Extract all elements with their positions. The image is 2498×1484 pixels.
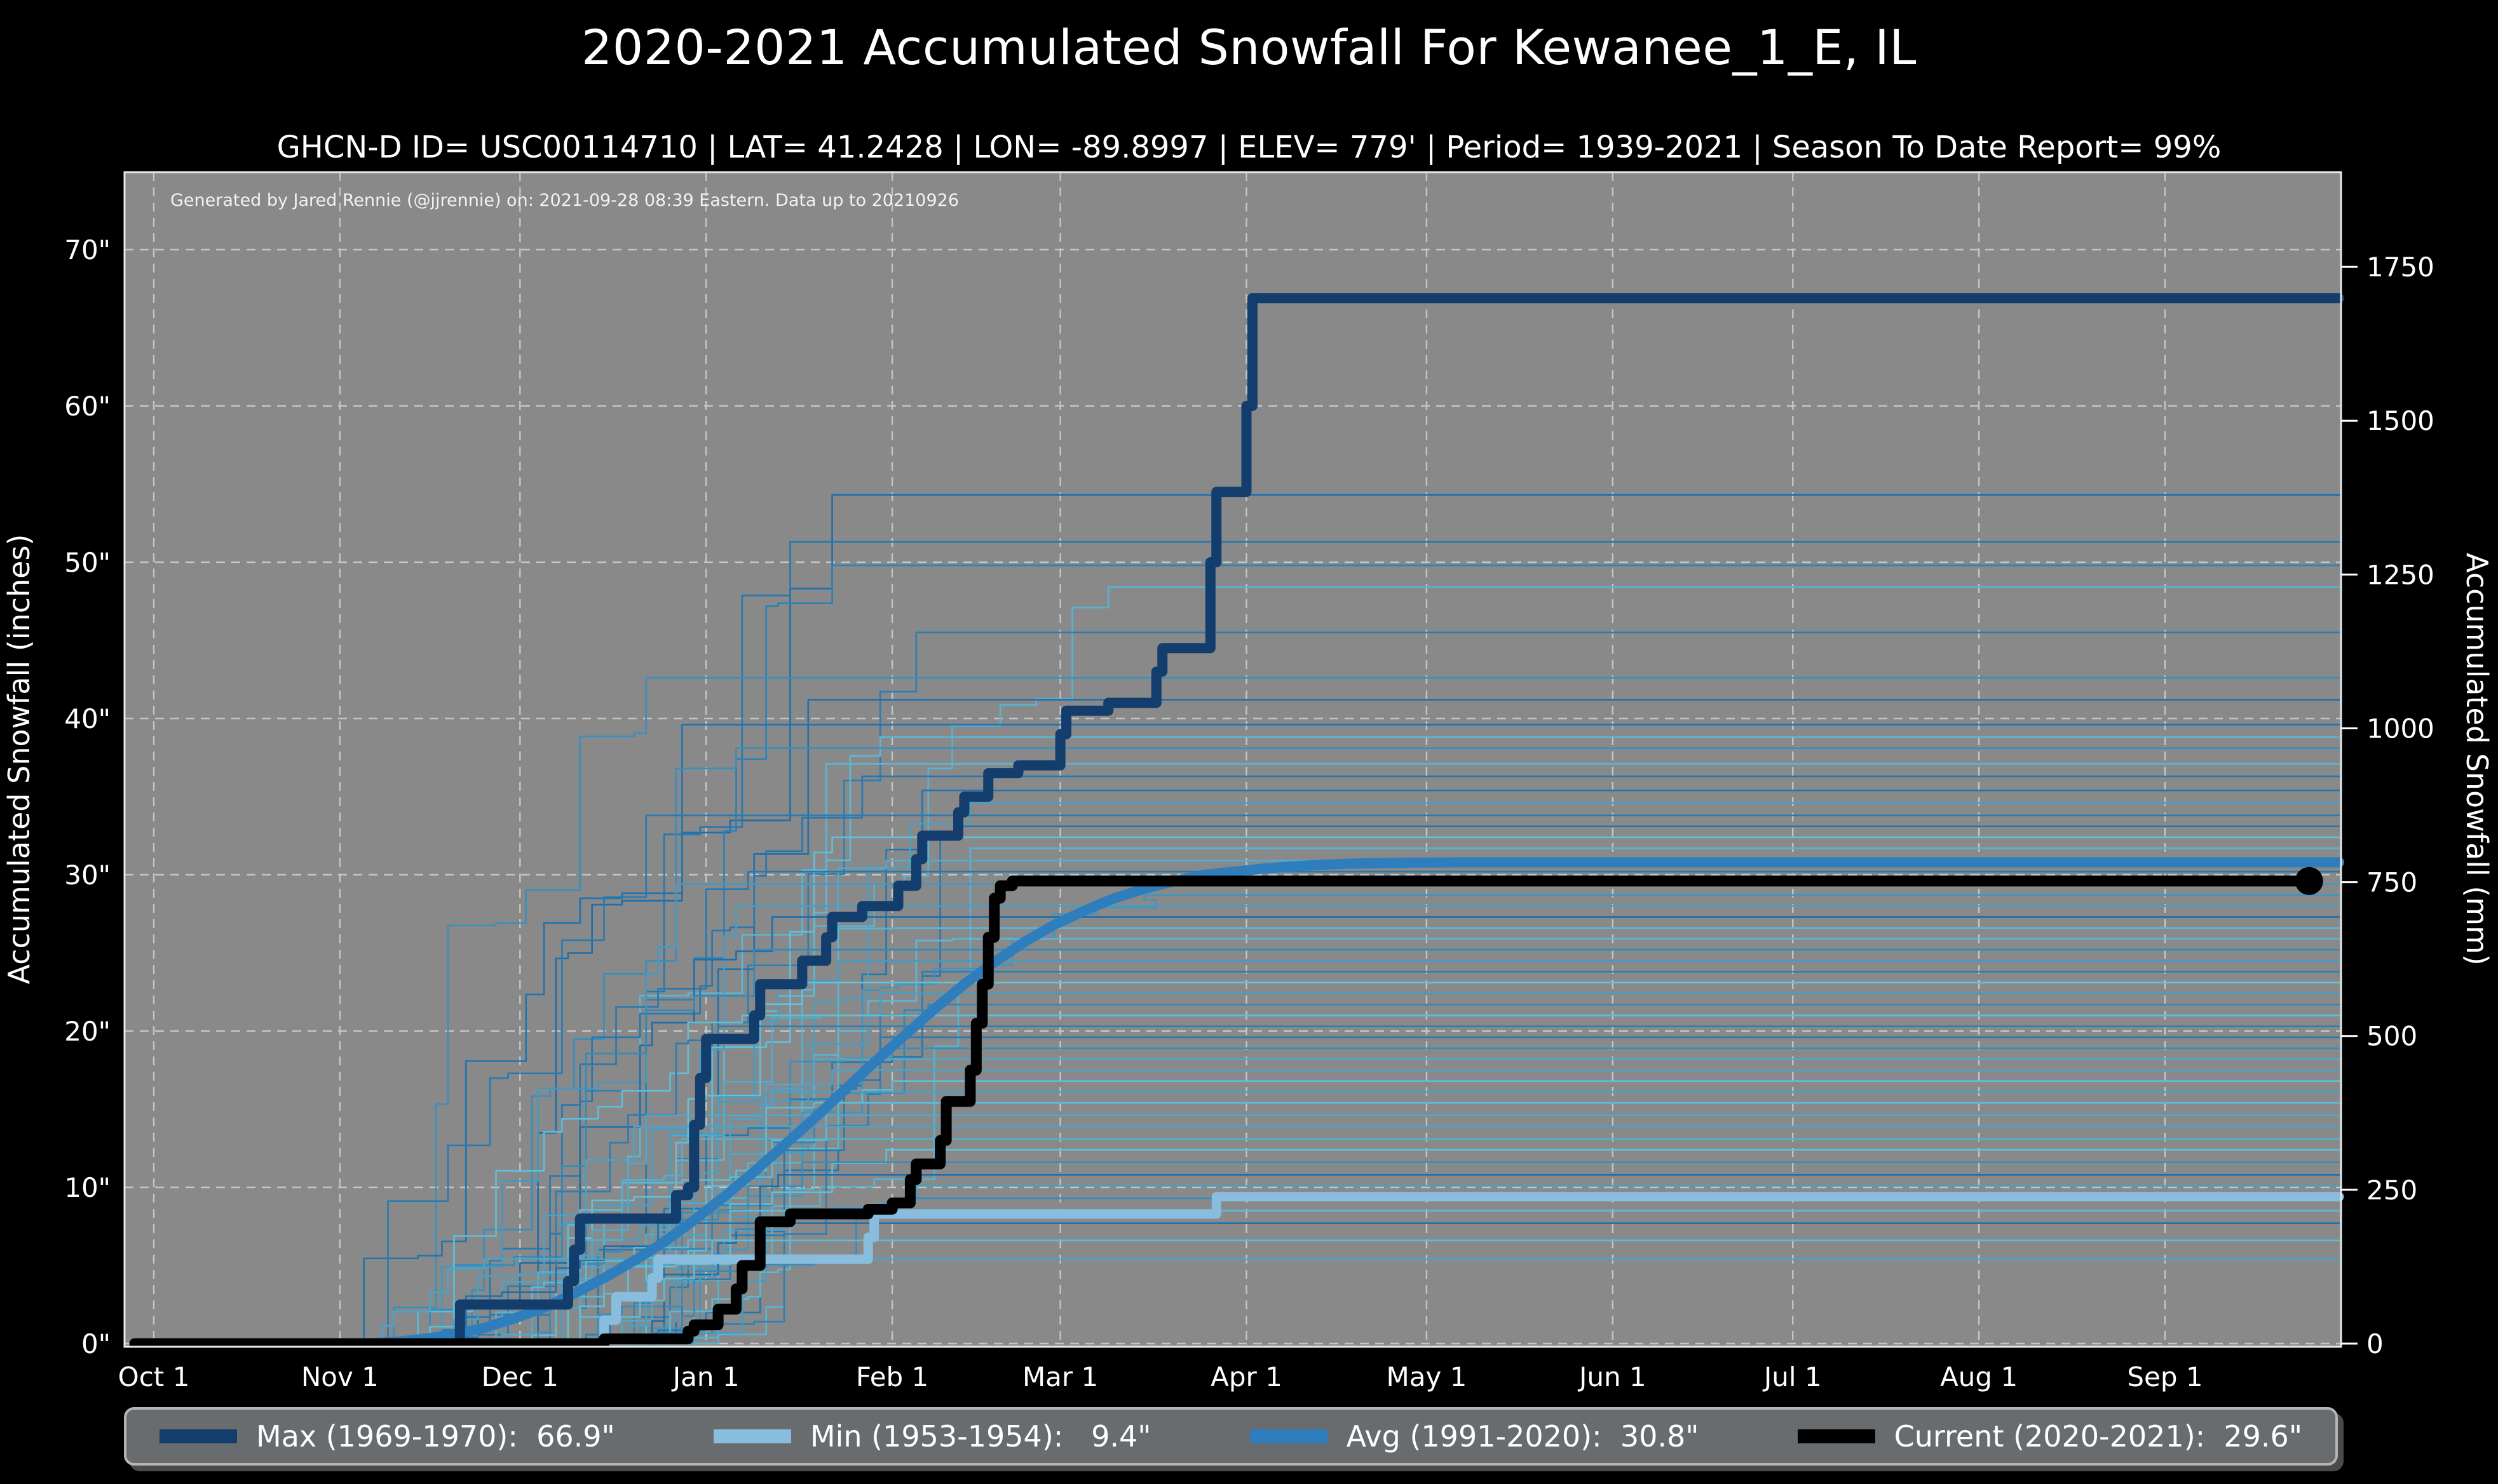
- x-ticklabel: Oct 1: [118, 1361, 190, 1393]
- legend-label-max: Max (1969-1970): 66.9": [256, 1419, 615, 1454]
- generated-by-note: Generated by Jared Rennie (@jjrennie) on…: [170, 191, 960, 210]
- y-axis-right-title: Accumulated Snowfall (mm): [2460, 553, 2494, 966]
- max-line-swatch: [160, 1429, 237, 1443]
- y-left-ticklabel: 60": [64, 391, 111, 422]
- season-line: [133, 541, 2340, 1345]
- min-line-swatch: [713, 1429, 791, 1443]
- y-axis-left-ticklabels: 0" 10" 20" 30" 40" 50" 60" 70": [64, 234, 111, 1359]
- legend-item-min: Min (1953-1954): 9.4": [713, 1419, 1151, 1454]
- y-left-ticklabel: 50": [64, 547, 111, 578]
- y-right-ticklabel: 1250: [2366, 559, 2434, 590]
- y-left-ticklabel: 40": [64, 703, 111, 734]
- series-max-line: [130, 293, 2344, 1349]
- legend-item-max: Max (1969-1970): 66.9": [160, 1419, 615, 1454]
- x-ticklabel: Sep 1: [2127, 1361, 2203, 1393]
- page-title: 2020-2021 Accumulated Snowfall For Kewan…: [581, 19, 1917, 76]
- legend: Max (1969-1970): 66.9" Min (1953-1954): …: [124, 1407, 2338, 1466]
- y-right-ticklabel: 0: [2366, 1328, 2384, 1359]
- avg-line-swatch: [1249, 1429, 1327, 1443]
- x-ticklabel: Aug 1: [1940, 1361, 2018, 1393]
- x-ticklabel: Jun 1: [1577, 1361, 1646, 1393]
- x-ticklabel: Feb 1: [856, 1361, 928, 1393]
- legend-label-min: Min (1953-1954): 9.4": [810, 1419, 1151, 1454]
- y-left-ticklabel: 20": [64, 1016, 111, 1047]
- legend-item-avg: Avg (1991-2020): 30.8": [1249, 1419, 1699, 1454]
- current-line-swatch: [1797, 1429, 1875, 1443]
- legend-label-current: Current (2020-2021): 29.6": [1894, 1419, 2302, 1454]
- y-right-ticklabel: 1000: [2366, 713, 2434, 744]
- y-right-ticklabel: 750: [2366, 867, 2417, 898]
- x-ticklabel: Jan 1: [671, 1361, 740, 1393]
- y-left-ticklabel: 70": [64, 234, 111, 266]
- page-subtitle: GHCN-D ID= USC00114710 | LAT= 41.2428 | …: [276, 130, 2222, 165]
- y-left-ticklabel: 10": [64, 1172, 111, 1203]
- y-left-ticklabel: 0": [81, 1328, 111, 1359]
- plot-area: [125, 172, 2341, 1347]
- y-right-ticklabel: 500: [2366, 1021, 2417, 1052]
- current-endpoint-dot: [2295, 867, 2323, 895]
- series-current-line: [129, 875, 2315, 1349]
- x-ticklabel: Jul 1: [1762, 1361, 1822, 1393]
- season-line: [133, 814, 2340, 1345]
- x-ticklabel: Apr 1: [1211, 1361, 1282, 1393]
- x-ticklabel: Mar 1: [1022, 1361, 1098, 1393]
- season-line: [133, 724, 2340, 1345]
- x-ticklabel: Dec 1: [482, 1361, 559, 1393]
- x-ticklabel: Nov 1: [301, 1361, 379, 1393]
- x-ticklabel: May 1: [1386, 1361, 1467, 1393]
- series-min-line: [130, 1192, 2344, 1349]
- plot-border: [123, 171, 2342, 1348]
- y-left-ticklabel: 30": [64, 860, 111, 891]
- y-right-ticklabel: 1750: [2366, 252, 2434, 283]
- season-line: [133, 938, 2340, 1345]
- season-line: [133, 677, 2340, 1345]
- series-avg-line: [130, 857, 2344, 1349]
- y-axis-left-title: Accumulated Snowfall (inches): [2, 534, 36, 985]
- y-right-ticklabel: 1500: [2366, 405, 2434, 436]
- legend-label-avg: Avg (1991-2020): 30.8": [1346, 1419, 1699, 1454]
- season-line: [133, 775, 2340, 1345]
- y-right-ticklabel: 250: [2366, 1175, 2417, 1206]
- legend-item-current: Current (2020-2021): 29.6": [1797, 1419, 2302, 1454]
- x-axis-ticklabels: Oct 1 Nov 1 Dec 1 Jan 1 Feb 1 Mar 1 Apr 1 May 1…: [118, 1361, 2203, 1393]
- y-axis-right-ticklabels: 0 250 500 750 1000 1250 1500 1750: [2341, 252, 2434, 1359]
- season-line: [133, 1161, 2340, 1345]
